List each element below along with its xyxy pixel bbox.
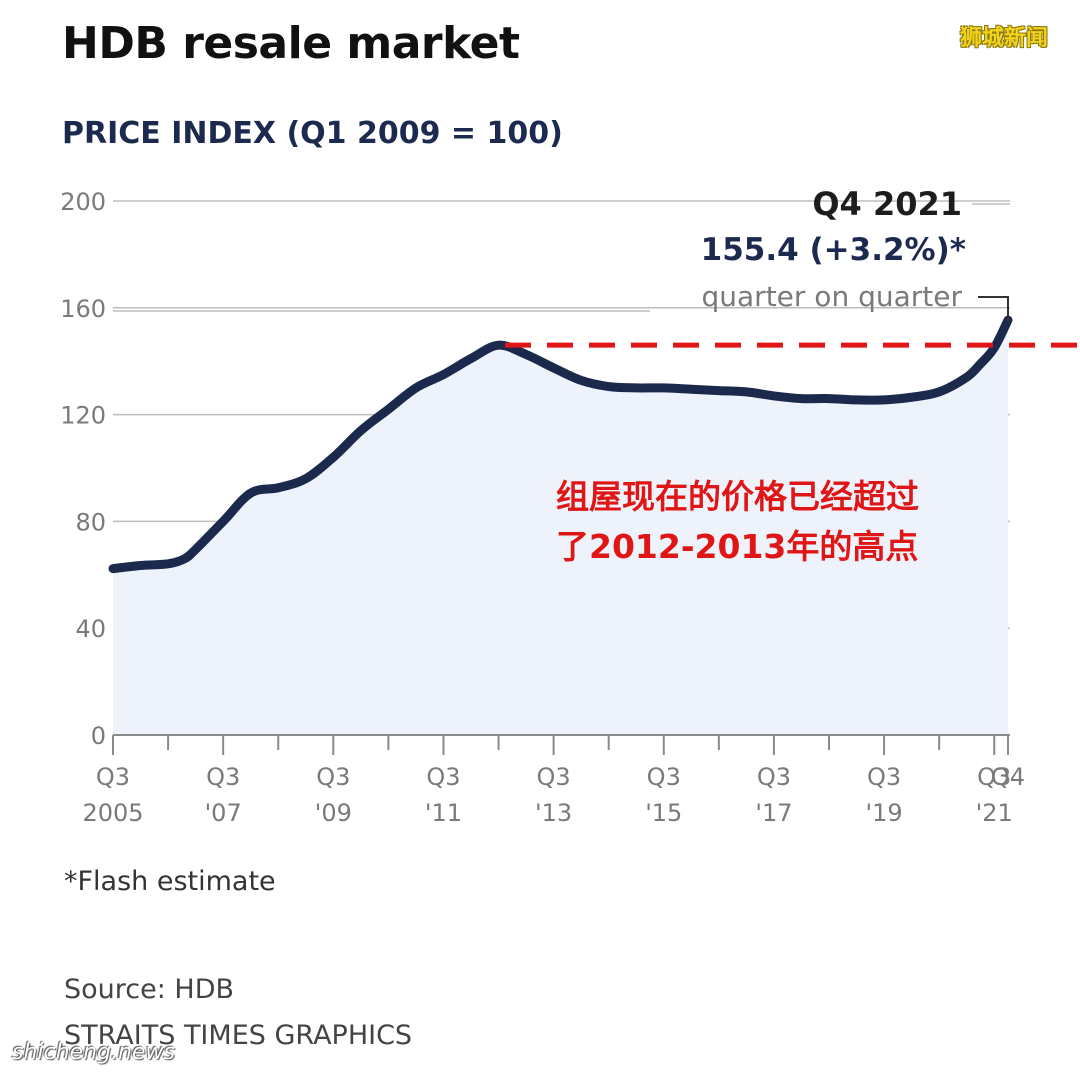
y-tick-label-160: 160: [60, 295, 106, 323]
y-tick-label-120: 120: [60, 402, 106, 430]
x-tick-label-year: 2005: [82, 799, 143, 827]
y-axis-ticks: 0 40 80 120 160 200: [60, 188, 106, 750]
x-tick-label-quarter: Q4: [991, 763, 1025, 791]
x-tick-label-year: '21: [976, 799, 1013, 827]
annotation-value: 155.4 (+3.2%)*: [701, 232, 966, 268]
x-tick-label-quarter: Q3: [537, 763, 571, 791]
watermark-top: 狮城新闻: [960, 26, 1049, 51]
x-tick-label-quarter: Q3: [426, 763, 460, 791]
price-area-fill: [113, 320, 1008, 735]
annotation-period: Q4 2021: [812, 185, 962, 223]
x-tick-label-year: '15: [645, 799, 682, 827]
flash-estimate-note: *Flash estimate: [64, 866, 276, 897]
x-axis-ticks: Q3 2005 Q3 '07 Q3 '09 Q3 '11 Q3 '13 Q3 '15 Q3 '17 Q3 '1…: [82, 735, 1025, 827]
annotation-detail: quarter on quarter: [702, 280, 963, 313]
chinese-annotation-line1: 组屋现在的价格已经超过: [556, 477, 919, 516]
chinese-annotation-line2: 了2012-2013年的高点: [556, 527, 918, 566]
price-index-chart: 0 40 80 120 160 200 Q3 2005 Q3 '07 Q3 '09 Q3 '11 Q3 '1…: [60, 185, 1078, 827]
chart-title: HDB resale market: [62, 18, 520, 69]
x-tick-label-quarter: Q3: [867, 763, 901, 791]
y-tick-label-40: 40: [75, 615, 106, 643]
x-tick-label-year: '09: [315, 799, 352, 827]
x-tick-label-year: '11: [425, 799, 462, 827]
x-tick-label-year: '17: [755, 799, 792, 827]
price-index-line: [108, 315, 1013, 574]
x-tick-label-year: '13: [535, 799, 572, 827]
watermark-bottom: shicheng.news: [12, 1040, 175, 1065]
x-tick-label-quarter: Q3: [206, 763, 240, 791]
x-tick-label-quarter: Q3: [977, 763, 1011, 791]
y-tick-label-0: 0: [91, 722, 106, 750]
source-label: Source: HDB: [64, 974, 235, 1005]
graphics-credit: STRAITS TIMES GRAPHICS: [64, 1020, 413, 1051]
x-tick-label-quarter: Q3: [647, 763, 681, 791]
x-tick-label-quarter: Q3: [316, 763, 350, 791]
y-tick-label-200: 200: [60, 188, 106, 216]
annotation-leader-line: [978, 296, 1009, 322]
y-tick-label-80: 80: [75, 508, 106, 536]
x-tick-label-quarter: Q3: [96, 763, 130, 791]
chart-subtitle: PRICE INDEX (Q1 2009 = 100): [62, 116, 563, 151]
x-tick-label-year: '07: [205, 799, 242, 827]
x-tick-label-quarter: Q3: [757, 763, 791, 791]
x-tick-label-year: '19: [866, 799, 903, 827]
